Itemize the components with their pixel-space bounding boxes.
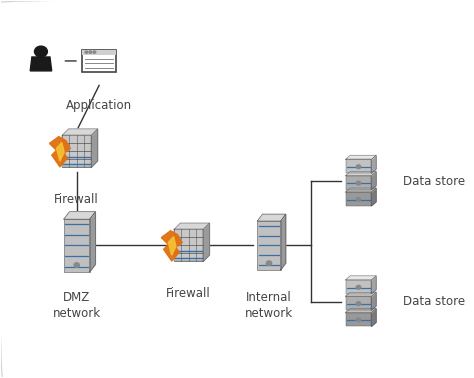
Bar	[64, 219, 90, 272]
Text: Application: Application	[66, 99, 132, 112]
Text: DMZ
network: DMZ network	[53, 291, 101, 320]
Circle shape	[356, 302, 361, 305]
Bar	[257, 221, 281, 270]
Text: Firewall: Firewall	[166, 287, 211, 300]
Polygon shape	[56, 143, 64, 161]
Polygon shape	[91, 129, 98, 167]
Polygon shape	[168, 237, 176, 255]
Polygon shape	[257, 214, 286, 221]
Polygon shape	[346, 308, 376, 313]
Text: Data store: Data store	[403, 296, 465, 308]
Polygon shape	[174, 223, 210, 229]
Polygon shape	[203, 223, 210, 262]
Polygon shape	[372, 292, 376, 310]
Circle shape	[266, 261, 272, 265]
Bar	[346, 313, 372, 327]
Bar	[174, 229, 203, 262]
Bar	[346, 280, 372, 294]
Bar	[346, 160, 372, 173]
Circle shape	[356, 181, 361, 185]
Polygon shape	[346, 276, 376, 280]
Polygon shape	[372, 276, 376, 294]
Circle shape	[35, 46, 47, 57]
Polygon shape	[161, 231, 182, 261]
Text: Data store: Data store	[403, 175, 465, 188]
Polygon shape	[346, 155, 376, 160]
Polygon shape	[372, 188, 376, 206]
Bar	[346, 192, 372, 206]
Polygon shape	[372, 308, 376, 327]
Bar	[346, 176, 372, 190]
Circle shape	[93, 51, 96, 53]
Polygon shape	[372, 172, 376, 190]
Bar	[82, 50, 116, 55]
Circle shape	[356, 198, 361, 201]
Polygon shape	[346, 292, 376, 296]
Polygon shape	[372, 155, 376, 173]
Circle shape	[89, 51, 92, 53]
Polygon shape	[90, 212, 95, 272]
Circle shape	[85, 51, 88, 53]
Text: Internal
network: Internal network	[245, 291, 293, 320]
Circle shape	[356, 318, 361, 322]
Bar	[346, 296, 372, 310]
Polygon shape	[30, 57, 52, 71]
Polygon shape	[64, 212, 95, 219]
Text: Firewall: Firewall	[55, 193, 99, 206]
Polygon shape	[49, 136, 71, 167]
Circle shape	[74, 263, 80, 267]
Polygon shape	[281, 214, 286, 270]
Bar	[82, 50, 116, 72]
Polygon shape	[346, 188, 376, 192]
Bar	[62, 135, 91, 167]
Polygon shape	[62, 129, 98, 135]
Circle shape	[356, 165, 361, 169]
Circle shape	[356, 285, 361, 289]
Polygon shape	[346, 172, 376, 176]
